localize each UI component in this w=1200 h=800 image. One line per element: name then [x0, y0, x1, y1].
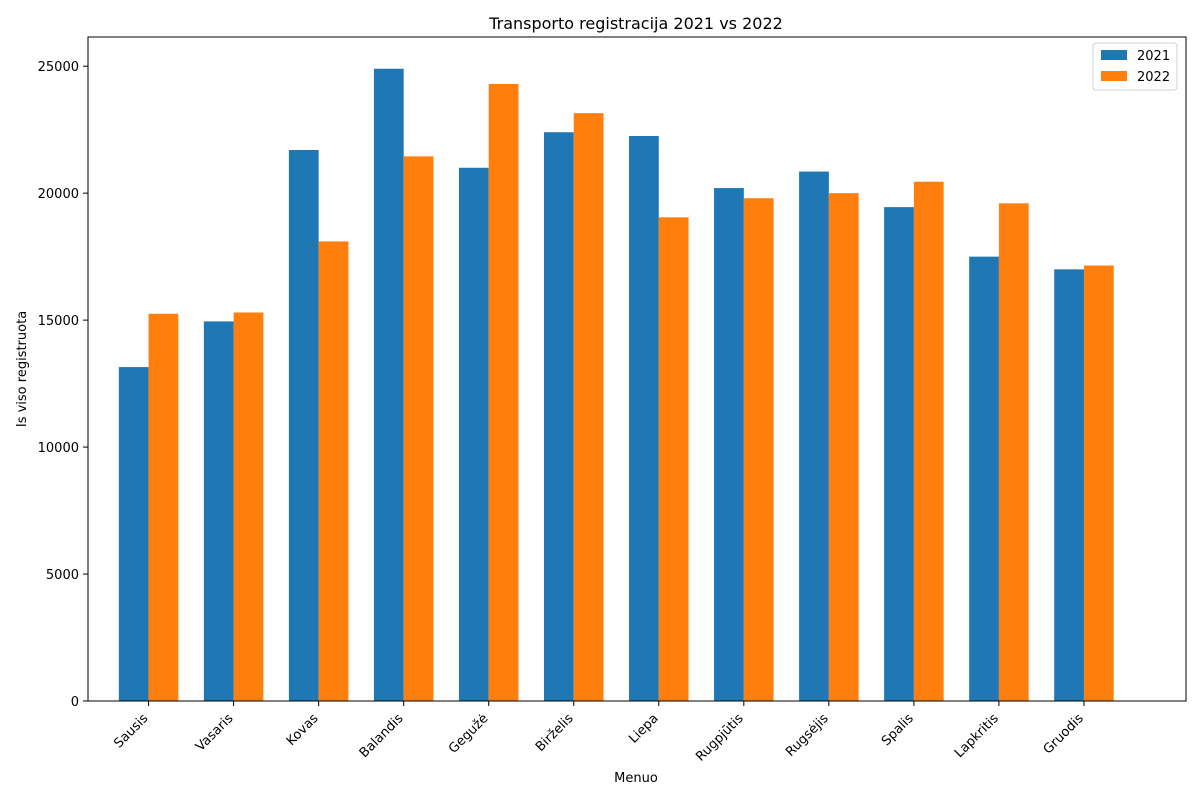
bar-2021-Birželis: [543, 132, 574, 702]
bar-2021-Gruodis: [1054, 269, 1084, 701]
bar-2022-Rugpjūtis: [743, 198, 774, 701]
legend: 2021 2022: [1092, 42, 1178, 91]
x-tick-label: Vasaris: [193, 711, 237, 755]
plot-area: 0 5000 10000 15000 20000 25000 Sausis Vasaris Ko…: [38, 36, 1187, 765]
bar-2021-Spalis: [884, 207, 914, 701]
legend-label-2022: 2022: [1137, 70, 1170, 85]
bar-2022-Vasaris: [233, 312, 264, 701]
bar-2021-Kovas: [288, 149, 319, 701]
x-tick-label: Rugsėjis: [783, 711, 832, 760]
bar-2022-Birželis: [573, 113, 604, 702]
bar-2022-Balandis: [403, 156, 434, 701]
x-tick-label: Gegužė: [446, 711, 492, 757]
y-tick-label: 25000: [38, 60, 79, 75]
y-tick-label: 10000: [38, 441, 79, 456]
bar-2021-Liepa: [629, 136, 659, 701]
y-tick-label: 20000: [38, 187, 79, 202]
y-tick-label: 15000: [38, 314, 79, 329]
y-tick-label: 0: [71, 695, 79, 710]
bar-2021-Sausis: [118, 367, 149, 701]
bar-2021-Gegužė: [458, 167, 489, 701]
bar-2021-Rugpjūtis: [714, 188, 744, 701]
legend-label-2021: 2021: [1137, 49, 1170, 64]
bar-2022-Lapkritis: [998, 203, 1029, 702]
x-tick-label: Spalis: [879, 711, 917, 749]
bar-2022-Gegužė: [488, 83, 519, 701]
bar-2022-Sausis: [148, 313, 179, 701]
x-tick-label: Birželis: [533, 711, 577, 755]
x-tick-label: Rugpjūtis: [693, 711, 747, 765]
x-tick-label: Kovas: [284, 711, 322, 749]
x-tick-label: Balandis: [357, 711, 407, 761]
bar-2022-Gruodis: [1083, 265, 1114, 701]
y-axis-label: Is viso registruota: [15, 311, 30, 427]
bar-2022-Liepa: [658, 217, 689, 701]
x-tick-label: Lapkritis: [952, 711, 1002, 761]
y-tick-label: 5000: [46, 568, 79, 583]
bar-2021-Lapkritis: [969, 256, 999, 701]
bar-2022-Spalis: [913, 181, 944, 701]
x-tick-label: Gruodis: [1041, 711, 1087, 757]
bar-2021-Balandis: [373, 68, 404, 701]
bar-2022-Rugsėjis: [828, 193, 859, 701]
x-tick-label: Sausis: [111, 711, 151, 751]
legend-swatch-2022: [1101, 71, 1127, 81]
legend-swatch-2021: [1101, 50, 1127, 60]
bar-2022-Kovas: [318, 241, 349, 702]
chart-title: Transporto registracija 2021 vs 2022: [488, 14, 783, 33]
bar-2021-Rugsėjis: [799, 171, 829, 701]
x-axis-label: Menuo: [614, 771, 658, 786]
x-tick-label: Liepa: [626, 711, 661, 746]
bar-2021-Vasaris: [203, 321, 234, 701]
plot-frame: [87, 36, 1187, 702]
